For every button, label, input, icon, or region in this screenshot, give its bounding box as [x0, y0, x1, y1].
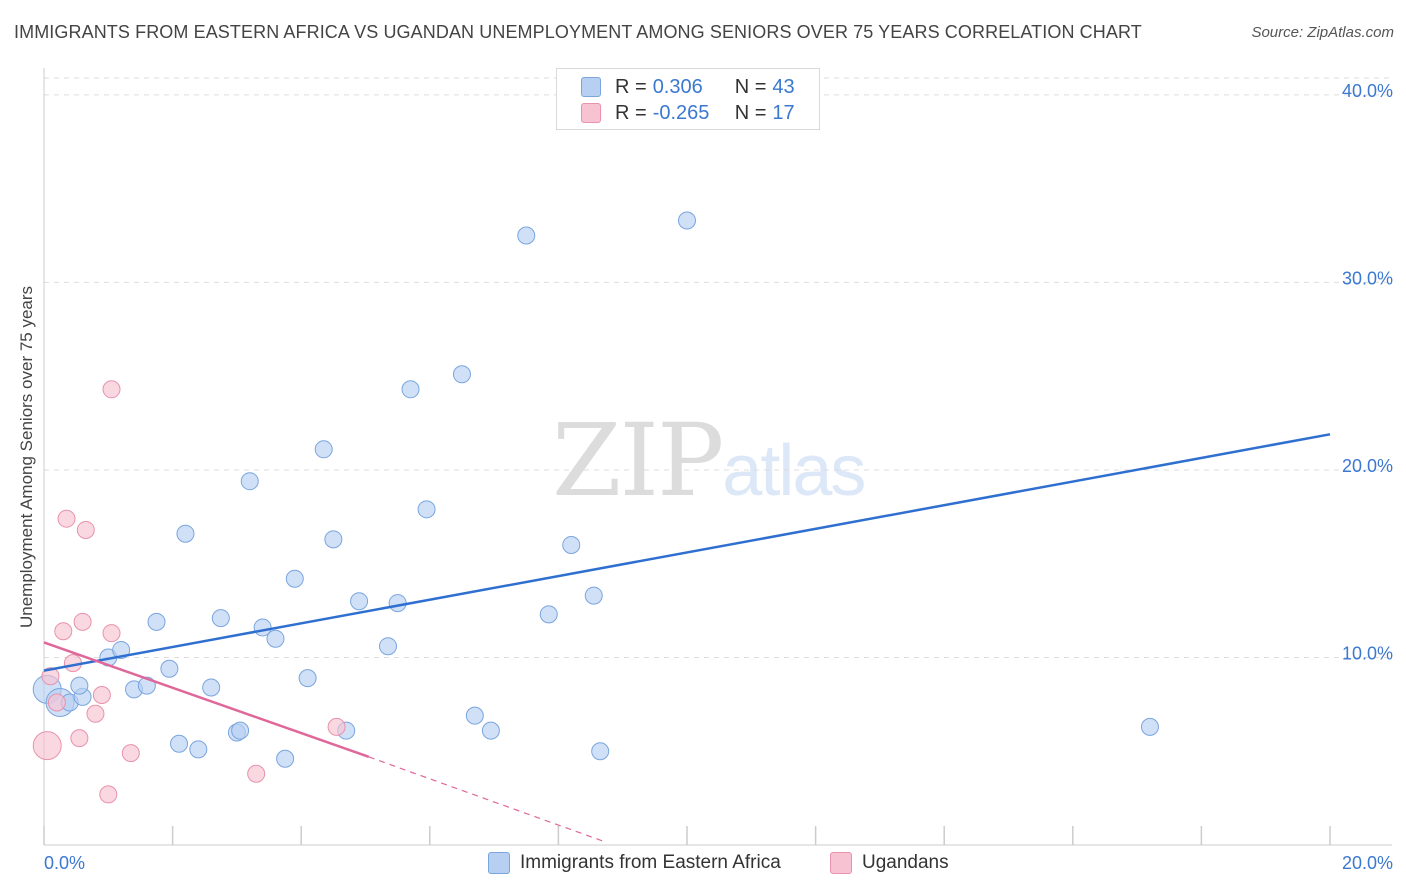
point-immigrants [266, 629, 285, 648]
point-immigrants [388, 594, 407, 613]
point-immigrants [70, 676, 89, 695]
point-immigrants [324, 530, 343, 549]
legend-r-label: R = [615, 75, 647, 98]
point-immigrants [112, 640, 131, 659]
point-immigrants [417, 500, 436, 519]
series-legend-immigrants[interactable]: Immigrants from Eastern Africa [488, 852, 781, 874]
point-immigrants [211, 609, 230, 628]
point-immigrants [562, 535, 581, 554]
point-immigrants [160, 659, 179, 678]
watermark-atlas: atlas [722, 431, 866, 511]
point-ugandans [54, 622, 73, 641]
series-label-ugandans: Ugandans [862, 852, 949, 873]
point-ugandans [327, 717, 346, 736]
legend-row-ugandans: R = -0.265 N = 17 [581, 100, 795, 126]
chart-title: IMMIGRANTS FROM EASTERN AFRICA VS UGANDA… [14, 22, 1142, 42]
point-immigrants [481, 721, 500, 740]
point-immigrants [170, 734, 189, 753]
x-tick-label-min: 0.0% [44, 853, 85, 873]
source-label: Source: ZipAtlas.com [1251, 24, 1394, 41]
point-immigrants [401, 380, 420, 399]
point-ugandans [102, 624, 121, 643]
point-ugandans [121, 744, 140, 763]
legend-r-label: R = [615, 101, 647, 124]
point-immigrants [314, 440, 333, 459]
point-immigrants [350, 592, 369, 611]
point-immigrants [231, 721, 250, 740]
legend-r-value: -0.265 [652, 101, 710, 124]
legend-row-immigrants: R = 0.306 N = 43 [581, 74, 795, 100]
point-ugandans [57, 509, 76, 528]
point-ugandans [92, 685, 111, 704]
point-ugandans [73, 612, 92, 631]
y-tick-label: 10.0% [1342, 643, 1393, 663]
point-immigrants [285, 569, 304, 588]
point-immigrants [584, 586, 603, 605]
point-immigrants [176, 524, 195, 543]
trendline-ugandans [43, 641, 370, 759]
legend-n-label: N = [734, 101, 767, 124]
series-swatch-pink [830, 852, 852, 874]
series-legend: Immigrants from Eastern Africa Ugandans [0, 852, 1406, 878]
series-swatch-blue [488, 852, 510, 874]
point-immigrants [591, 742, 610, 761]
point-immigrants [539, 605, 558, 624]
trendline-ugandans-extension [368, 756, 604, 842]
point-immigrants [1140, 717, 1159, 736]
legend-r-value: 0.306 [652, 75, 703, 98]
zipatlas-watermark: ZIPatlas [552, 402, 866, 519]
point-ugandans [76, 520, 95, 539]
point-immigrants [379, 637, 398, 656]
point-immigrants [465, 706, 484, 725]
series-label-immigrants: Immigrants from Eastern Africa [520, 852, 781, 873]
point-immigrants [147, 612, 166, 631]
point-ugandans [47, 693, 66, 712]
legend-swatch-blue [581, 77, 601, 97]
point-ugandans [32, 731, 62, 761]
point-ugandans [247, 764, 266, 783]
point-immigrants [298, 669, 317, 688]
point-immigrants [517, 226, 536, 245]
point-ugandans [70, 729, 89, 748]
y-tick-label: 30.0% [1342, 268, 1393, 288]
point-ugandans [102, 380, 121, 399]
point-immigrants [202, 678, 221, 697]
point-immigrants [276, 749, 295, 768]
legend-n-label: N = [734, 75, 767, 98]
legend-n-value: 43 [772, 75, 795, 98]
watermark-zip: ZIP [552, 402, 724, 519]
trendline-immigrants [43, 433, 1331, 672]
point-immigrants [452, 365, 471, 384]
y-tick-label: 20.0% [1342, 456, 1393, 476]
point-immigrants [678, 211, 696, 230]
x-tick-label-max: 20.0% [1342, 853, 1393, 873]
correlation-legend: R = 0.306 N = 43 R = -0.265 N = 17 [556, 68, 820, 130]
legend-swatch-pink [581, 103, 601, 123]
series-legend-ugandans[interactable]: Ugandans [830, 852, 949, 874]
legend-n-value: 17 [772, 101, 795, 124]
point-immigrants [240, 472, 259, 491]
y-tick-label: 40.0% [1342, 81, 1393, 101]
point-ugandans [41, 667, 60, 686]
point-ugandans [86, 704, 105, 723]
point-ugandans [99, 785, 118, 804]
point-immigrants [189, 740, 208, 759]
